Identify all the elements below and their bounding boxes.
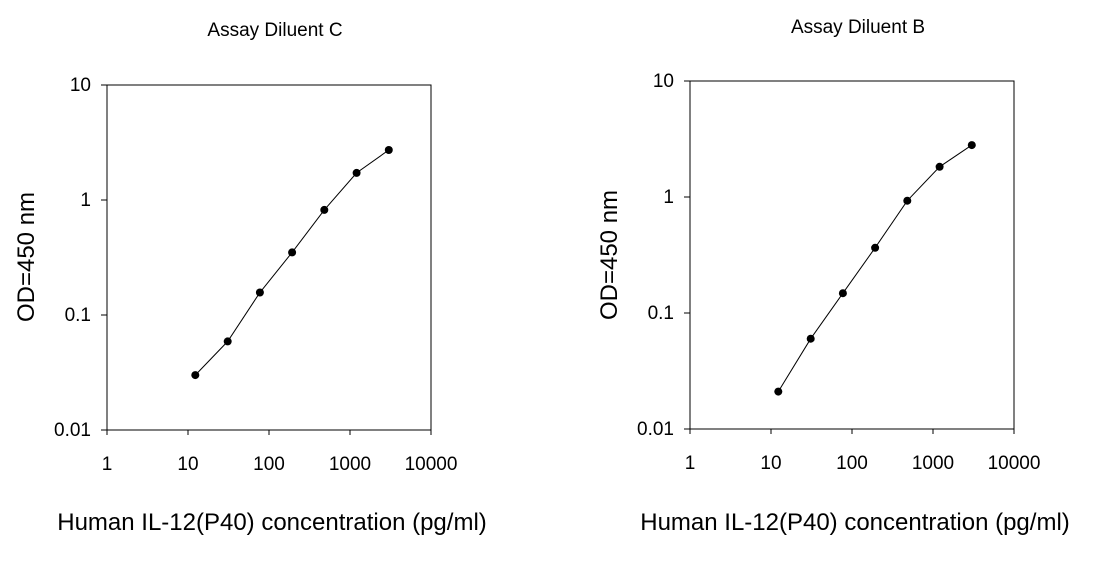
y-tick-label: 10 (70, 75, 91, 96)
y-tick-label: 0.1 (65, 305, 91, 326)
data-point (384, 146, 393, 154)
data-series (774, 141, 976, 396)
y-axis-label: OD=450 nm (13, 192, 40, 322)
data-point (806, 334, 815, 343)
x-tick-label: 1 (102, 454, 113, 475)
x-tick-label: 10 (760, 453, 781, 474)
data-point (223, 337, 232, 346)
y-tick-label: 0.1 (648, 303, 674, 324)
x-tick-label: 1000 (329, 454, 371, 475)
y-tick-label: 10 (653, 71, 674, 92)
x-axis-label: Human IL-12(P40) concentration (pg/ml) (640, 509, 1070, 536)
y-tick-label: 1 (80, 190, 91, 211)
y-tick-label: 1 (663, 187, 674, 208)
data-point (871, 243, 880, 252)
axis-ticks (684, 80, 1015, 434)
series-line (777, 144, 973, 392)
y-axis-label: OD=450 nm (596, 190, 623, 320)
chart-title: Assay Diluent B (791, 17, 925, 38)
x-tick-label: 10000 (405, 454, 458, 475)
x-tick-label: 1000 (912, 453, 954, 474)
data-point (903, 196, 912, 205)
data-point (352, 168, 361, 177)
chart-title: Assay Diluent C (207, 20, 342, 41)
data-point (191, 371, 200, 380)
data-series (191, 146, 393, 380)
data-point (288, 248, 297, 257)
plot-area (689, 80, 1015, 430)
x-tick-label: 100 (253, 454, 285, 475)
data-point (320, 205, 329, 214)
axis-ticks (101, 84, 432, 435)
x-tick-label: 1 (685, 453, 696, 474)
tick-labels: 1 10 100 1000 10000 10 1 0.1 0.01 (54, 75, 457, 475)
y-tick-label: 0.01 (54, 420, 91, 441)
chart-assay-diluent-b: Assay Diluent B OD=450 nm Human IL-12(P4… (596, 17, 1070, 536)
chart-assay-diluent-c: Assay Diluent C OD=450 nm Human IL-12(P4… (13, 20, 487, 536)
x-tick-label: 10 (177, 454, 198, 475)
plot-area (106, 84, 432, 431)
data-point (255, 288, 264, 297)
y-tick-label: 0.01 (637, 419, 674, 440)
data-point (967, 141, 976, 150)
data-point (935, 162, 944, 171)
x-tick-label: 10000 (988, 453, 1041, 474)
x-tick-label: 100 (836, 453, 868, 474)
data-point (838, 289, 847, 298)
tick-labels: 1 10 100 1000 10000 10 1 0.1 0.01 (637, 71, 1040, 474)
x-axis-label: Human IL-12(P40) concentration (pg/ml) (57, 509, 487, 536)
data-point (774, 387, 783, 396)
